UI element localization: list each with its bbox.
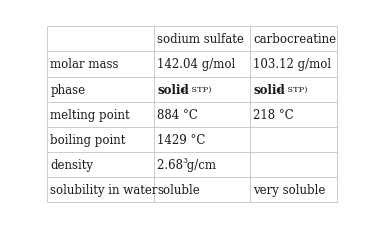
Text: (at STP): (at STP) [177,86,212,94]
Text: very soluble: very soluble [253,183,325,196]
Text: soluble: soluble [157,183,200,196]
Text: solid: solid [157,83,189,96]
Text: molar mass: molar mass [50,58,119,71]
Text: carbocreatine: carbocreatine [253,33,336,46]
Text: 142.04 g/mol: 142.04 g/mol [157,58,236,71]
Text: 2.68 g/cm: 2.68 g/cm [157,158,217,171]
Text: 884 °C: 884 °C [157,108,198,121]
Text: solubility in water: solubility in water [50,183,158,196]
Text: phase: phase [50,83,85,96]
Text: 103.12 g/mol: 103.12 g/mol [253,58,331,71]
Text: 218 °C: 218 °C [253,108,294,121]
Text: sodium sulfate: sodium sulfate [157,33,244,46]
Text: density: density [50,158,93,171]
Text: melting point: melting point [50,108,130,121]
Text: 1429 °C: 1429 °C [157,133,206,146]
Text: 3: 3 [183,157,188,165]
Text: solid: solid [253,83,285,96]
Text: (at STP): (at STP) [273,86,307,94]
Text: boiling point: boiling point [50,133,126,146]
